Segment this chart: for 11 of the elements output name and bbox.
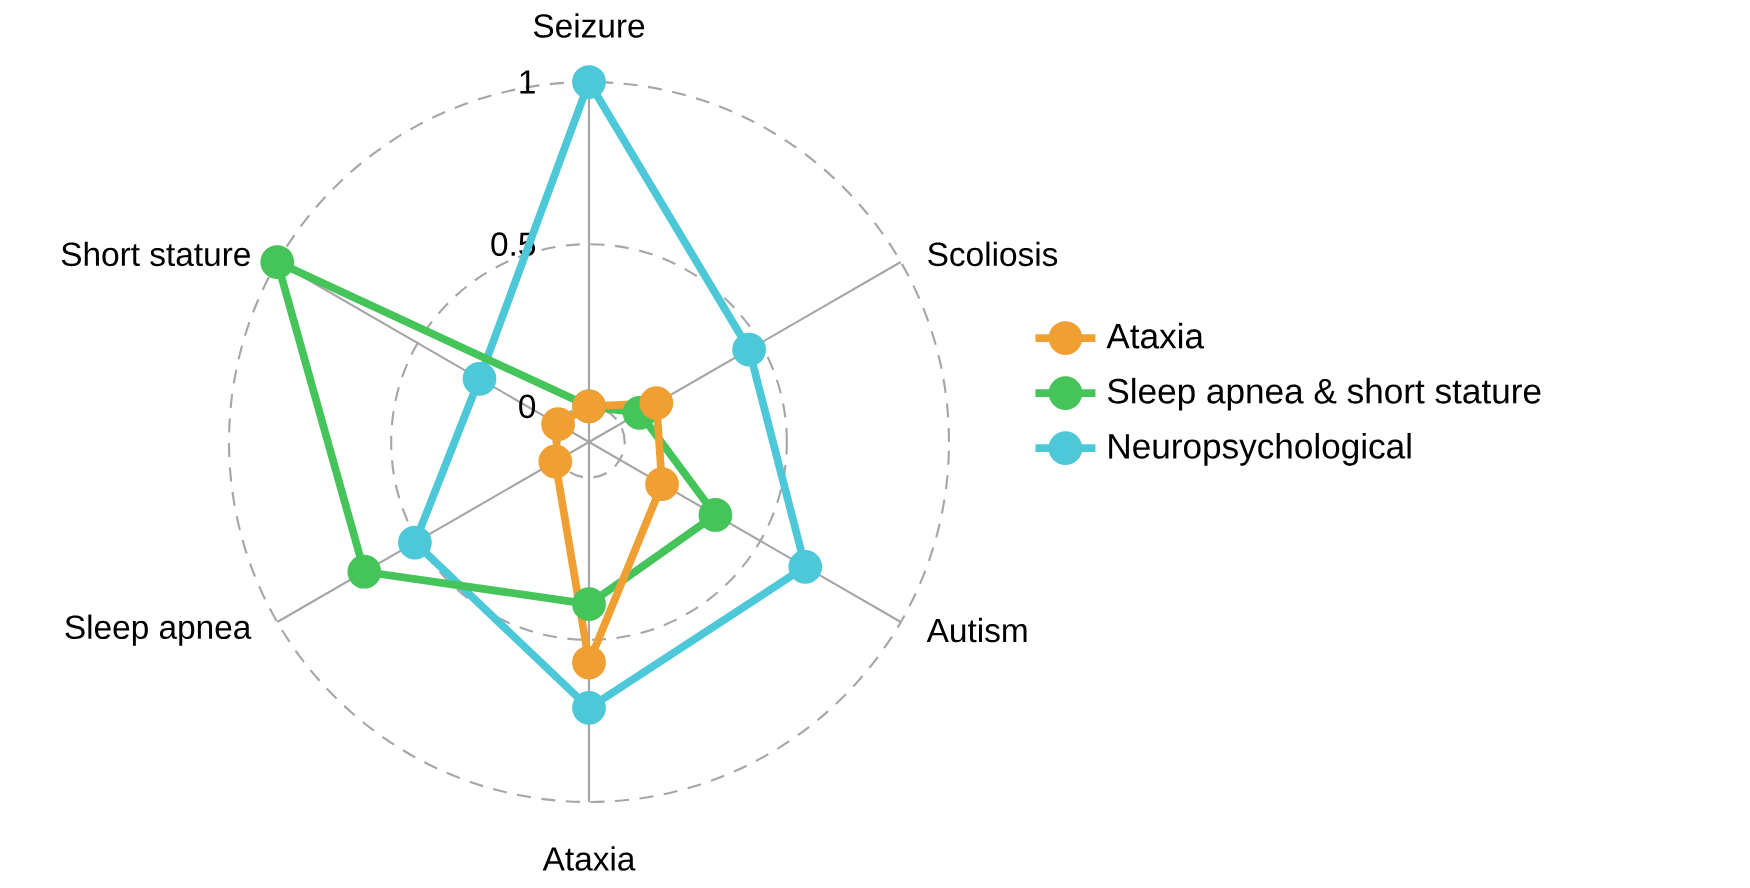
legend-label: Neuropsychological bbox=[1109, 432, 1411, 466]
legend-label: Ataxia bbox=[1106, 322, 1205, 349]
spoke-label: Short stature bbox=[61, 241, 250, 267]
legend-label: Sleep apnea & short stature bbox=[1107, 377, 1541, 411]
spoke-label: Autism bbox=[926, 617, 1027, 643]
spoke-label: Seizure bbox=[533, 13, 645, 38]
y-tick-label: 0 bbox=[519, 394, 536, 419]
spoke-label: Sleep apnea bbox=[65, 614, 252, 646]
spoke-label: Ataxia bbox=[542, 846, 636, 871]
y-tick-label: 1 bbox=[520, 70, 535, 94]
spoke-label: Scoliosis bbox=[928, 241, 1058, 267]
